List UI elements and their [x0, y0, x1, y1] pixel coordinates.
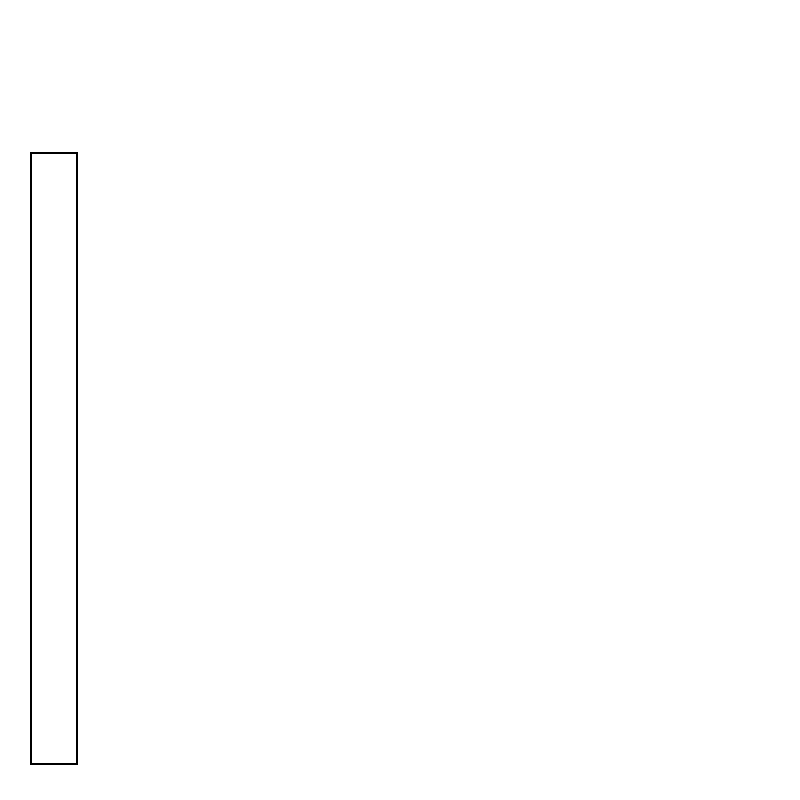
- colorbar-gradient: [32, 154, 76, 763]
- colorbar[interactable]: [30, 152, 78, 765]
